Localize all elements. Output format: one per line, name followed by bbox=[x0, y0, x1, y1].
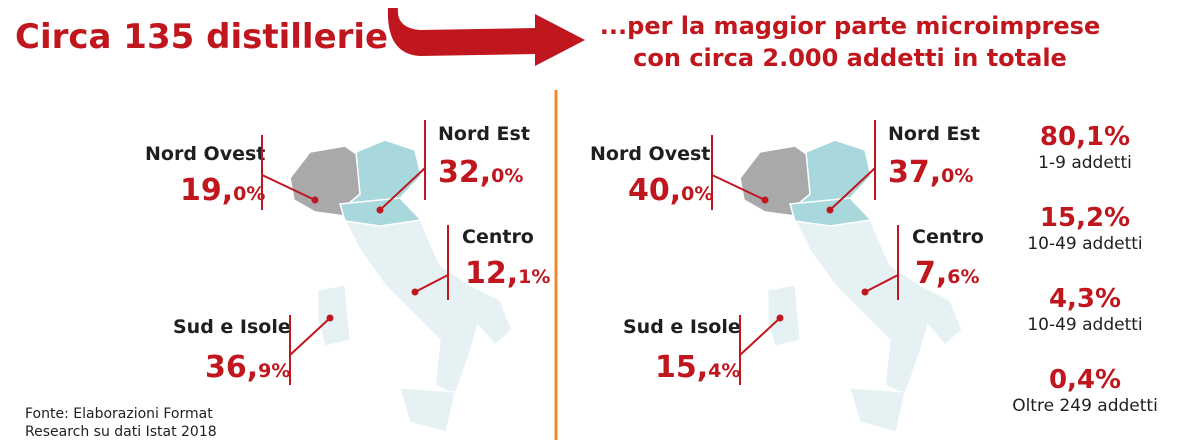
size-label: 1-9 addetti bbox=[1038, 153, 1132, 173]
leader-line bbox=[379, 167, 426, 211]
value-dec: 9% bbox=[258, 360, 290, 382]
region-value: 36,9% bbox=[205, 350, 290, 385]
source: Fonte: Elaborazioni Format bbox=[25, 406, 213, 422]
region-label: Nord Est bbox=[438, 123, 530, 145]
value-int: 40, bbox=[628, 173, 681, 208]
title: Circa 135 distillerie bbox=[15, 17, 388, 57]
size-label: 10-49 addetti bbox=[1027, 234, 1142, 254]
value-dec: 0% bbox=[681, 183, 713, 205]
value-int: 7, bbox=[915, 256, 947, 291]
leader-line bbox=[864, 274, 899, 293]
leader-dot bbox=[861, 288, 869, 296]
region-label: Sud e Isole bbox=[173, 316, 291, 338]
region-value: 19,0% bbox=[180, 173, 265, 208]
value-int: 12, bbox=[465, 256, 518, 291]
size-value: 4,3% bbox=[1049, 284, 1121, 314]
value-dec: 1% bbox=[518, 266, 550, 288]
leader-line bbox=[289, 317, 331, 356]
leader-line bbox=[739, 317, 781, 356]
region-value: 40,0% bbox=[628, 173, 713, 208]
value-dec: 0% bbox=[491, 165, 523, 187]
region-value: 12,1% bbox=[465, 256, 550, 291]
region-value: 7,6% bbox=[915, 256, 980, 291]
subtitle: ...per la maggior parte microimprese bbox=[600, 12, 1100, 40]
leader-dot bbox=[311, 196, 319, 204]
value-dec: 6% bbox=[947, 266, 979, 288]
subtitle: con circa 2.000 addetti in totale bbox=[633, 44, 1067, 72]
value-dec: 0% bbox=[233, 183, 265, 205]
size-value: 15,2% bbox=[1040, 203, 1130, 233]
region-label: Nord Ovest bbox=[590, 143, 710, 165]
region-label: Nord Ovest bbox=[145, 143, 265, 165]
value-int: 19, bbox=[180, 173, 233, 208]
region-value: 15,4% bbox=[655, 350, 740, 385]
region-value: 37,0% bbox=[888, 155, 973, 190]
leader-dot bbox=[326, 314, 334, 322]
value-int: 37, bbox=[888, 155, 941, 190]
value-int: 32, bbox=[438, 155, 491, 190]
leader-line bbox=[711, 174, 766, 201]
size-value: 80,1% bbox=[1040, 122, 1130, 152]
size-label: Oltre 249 addetti bbox=[1012, 396, 1158, 416]
value-int: 36, bbox=[205, 350, 258, 385]
size-label: 10-49 addetti bbox=[1027, 315, 1142, 335]
leader-dot bbox=[826, 206, 834, 214]
leader-line bbox=[829, 167, 876, 211]
leader-dot bbox=[776, 314, 784, 322]
leader-line bbox=[414, 274, 449, 293]
value-dec: 4% bbox=[708, 360, 740, 382]
size-value: 0,4% bbox=[1049, 365, 1121, 395]
region-value: 32,0% bbox=[438, 155, 523, 190]
region-label: Nord Est bbox=[888, 123, 980, 145]
leader-dot bbox=[411, 288, 419, 296]
leader-line bbox=[261, 174, 316, 201]
leader-dot bbox=[761, 196, 769, 204]
arrow bbox=[387, 8, 585, 66]
value-int: 15, bbox=[655, 350, 708, 385]
source: Research su dati Istat 2018 bbox=[25, 424, 217, 440]
leader-dot bbox=[376, 206, 384, 214]
region-label: Centro bbox=[912, 226, 984, 248]
region-label: Centro bbox=[462, 226, 534, 248]
region-label: Sud e Isole bbox=[623, 316, 741, 338]
value-dec: 0% bbox=[941, 165, 973, 187]
